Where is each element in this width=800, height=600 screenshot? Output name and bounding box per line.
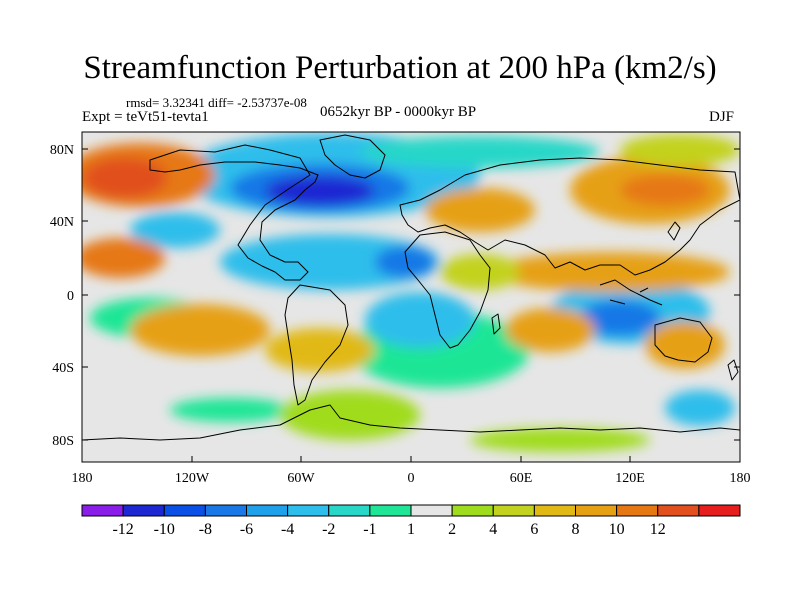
anomaly-yellow-europe (425, 188, 535, 232)
colorbar-box (204, 504, 247, 517)
lat-tick-label: 80S (52, 434, 74, 449)
lon-tick-label: 120E (615, 471, 645, 486)
lon-tick-label: 180 (72, 471, 93, 486)
colorbar-label: -8 (199, 521, 212, 538)
anomaly-blue-north-atlantic-core (265, 176, 375, 206)
colorbar-label: 8 (572, 521, 580, 538)
colorbar-label: -6 (240, 521, 253, 538)
period-label: 0652kyr BP - 0000kyr BP (320, 104, 477, 120)
lon-tick-label: 120W (175, 471, 210, 486)
colorbar-box (122, 504, 165, 517)
colorbar-label: -12 (112, 521, 133, 538)
anomaly-orange-subtropical-pacific (82, 238, 165, 278)
lat-tick-label: 40N (50, 215, 74, 230)
anomaly-blue-tropical-atlantic (220, 234, 440, 290)
coast-antarctica (82, 404, 740, 441)
lon-tick-label: 0 (408, 471, 415, 486)
stats-label: rmsd= 3.32341 diff= -2.53737e-08 (126, 95, 307, 110)
colorbar-box (81, 504, 124, 517)
anomaly-blue-east-pacific-south (170, 398, 290, 422)
colorbar-label: -4 (281, 521, 294, 538)
lon-ticks (81, 456, 741, 462)
coast-africa (404, 231, 491, 349)
colorbar-box (410, 504, 453, 517)
anomaly-blue-southern-ocean (665, 390, 735, 426)
colorbar-box (616, 504, 659, 517)
anomaly-orange-south-indian (505, 308, 595, 352)
experiment-label: Expt = teVt51-tevta1 (82, 109, 209, 125)
colorbar-label: 6 (530, 521, 538, 538)
colorbar-box (287, 504, 330, 517)
anomaly-blue-africa (375, 246, 435, 278)
anomaly-red-north-pacific-core (83, 158, 167, 198)
coast-eurasia (399, 157, 740, 276)
coast-greenland (319, 134, 386, 179)
colorbar-label: 10 (609, 521, 625, 538)
colorbar-box (246, 504, 289, 517)
colorbar-box (533, 504, 576, 517)
colorbar-label: 12 (650, 521, 666, 538)
anomaly-yellow-south-atlantic (265, 328, 375, 372)
colorbar-box (328, 504, 371, 517)
anomaly-red-east-asia (620, 174, 710, 206)
contour-field (82, 133, 740, 452)
anomaly-green-southern-ocean (280, 390, 420, 440)
lon-tick-labels: 180 120W 60W 0 60E 120E 180 (72, 471, 751, 486)
colorbar-label: -10 (154, 521, 175, 538)
lat-tick-label: 40S (52, 361, 74, 376)
colorbar-labels: -12 -10 -8 -6 -4 -2 -1 1 2 4 6 8 10 12 (112, 521, 665, 538)
colorbar-box (451, 504, 494, 517)
colorbar-label: 2 (448, 521, 456, 538)
anomaly-blue-west-pacific-core (580, 300, 660, 336)
coast-north-america (149, 144, 319, 281)
coast-japan (667, 221, 681, 241)
lon-tick-label: 60E (510, 471, 533, 486)
lon-tick-label: 180 (730, 471, 751, 486)
coast-new-zealand (727, 359, 739, 381)
colorbar-box (575, 504, 618, 517)
colorbar-label: -2 (322, 521, 335, 538)
anomaly-yellow-subtropical-asia (490, 252, 730, 292)
colorbar-box (657, 504, 700, 517)
colorbar-label: -1 (363, 521, 376, 538)
anomaly-green-high-south-latitudes (470, 428, 650, 452)
coast-australia (654, 317, 713, 363)
colorbar-box (369, 504, 412, 517)
coast-madagascar (491, 313, 501, 335)
lon-tick-label: 60W (287, 471, 315, 486)
colorbar-box (163, 504, 206, 517)
coast-indonesia (599, 279, 663, 306)
season-label: DJF (709, 109, 735, 125)
colorbar-label: 1 (407, 521, 415, 538)
anomaly-yellow-arabia (440, 254, 520, 290)
lat-tick-labels: 80N 40N 0 40S 80S (50, 143, 74, 449)
anomaly-blue-arctic (360, 136, 600, 168)
colorbar (81, 504, 741, 517)
coastlines (82, 134, 740, 441)
colorbar-box (698, 504, 741, 517)
anomaly-blue-indian-ocean (365, 292, 475, 348)
anomaly-orange-australia (645, 321, 725, 369)
anomaly-orange-south-pacific (130, 304, 270, 356)
anomaly-green-far-east (620, 134, 740, 166)
lat-tick-label: 80N (50, 143, 74, 158)
lat-tick-label: 0 (67, 289, 74, 304)
lat-ticks (82, 148, 740, 441)
colorbar-box (492, 504, 535, 517)
colorbar-label: 4 (489, 521, 497, 538)
anomaly-blue-north-pacific (130, 212, 220, 248)
coast-south-america (284, 284, 349, 406)
map-title: Streamfunction Perturbation at 200 hPa (… (83, 50, 717, 86)
